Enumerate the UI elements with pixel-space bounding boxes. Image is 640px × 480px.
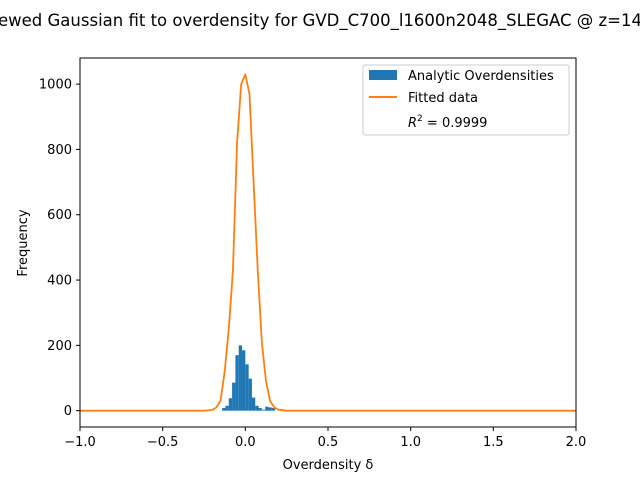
histogram-bar	[255, 405, 259, 411]
x-axis-label: Overdensity δ	[283, 458, 374, 473]
y-axis-label: Frequency	[16, 209, 31, 276]
histogram-bar	[271, 408, 276, 411]
histogram-bar	[258, 408, 262, 411]
x-tick-label: 0.5	[318, 435, 339, 450]
histogram-bar	[251, 397, 256, 411]
y-axis-ticks: 0 200 400 600 800 1000	[39, 78, 80, 419]
legend-line-label: Fitted data	[408, 91, 478, 106]
histogram-bars	[222, 345, 276, 411]
x-tick-label: 2.0	[566, 435, 587, 450]
y-tick-label: 400	[47, 274, 72, 289]
x-tick-label: 0.0	[235, 435, 256, 450]
histogram-bar	[232, 382, 236, 411]
fitted-line	[80, 73, 576, 412]
histogram-bar	[245, 364, 249, 411]
x-tick-label: −0.5	[147, 435, 179, 450]
r2-superscript: 2	[417, 114, 423, 124]
histogram-bar	[228, 398, 233, 411]
legend-histogram-label: Analytic Overdensities	[408, 69, 554, 84]
legend-histogram-swatch	[369, 70, 397, 80]
histogram-bar	[265, 406, 269, 411]
y-tick-label: 0	[64, 404, 72, 419]
y-tick-label: 600	[47, 208, 72, 223]
y-tick-label: 800	[47, 143, 72, 158]
histogram-bar	[242, 350, 246, 411]
legend-r2-label: R2 = 0.9999	[408, 114, 487, 131]
histogram-bar	[248, 378, 252, 411]
chart-title: ewed Gaussian fit to overdensity for GVD…	[0, 11, 640, 31]
legend-box	[362, 64, 570, 136]
r2-value: = 0.9999	[423, 116, 488, 131]
histogram-bar	[222, 408, 226, 411]
histogram-bar	[261, 409, 266, 411]
histogram-bar	[225, 405, 229, 411]
x-tick-label: 1.5	[483, 435, 504, 450]
histogram-bar	[235, 355, 239, 411]
fit-line-group	[80, 73, 576, 412]
x-axis-ticks: −1.0 −0.5 0.0 0.5 1.0 1.5 2.0	[64, 427, 586, 450]
x-tick-label: −1.0	[64, 435, 96, 450]
legend: Analytic Overdensities Fitted data R2 = …	[362, 64, 570, 136]
y-tick-label: 200	[47, 339, 72, 354]
histogram-bar	[238, 345, 243, 411]
r2-symbol: R	[408, 116, 417, 131]
histogram-bar	[268, 407, 272, 411]
x-tick-label: 1.0	[400, 435, 421, 450]
y-tick-label: 1000	[39, 78, 72, 93]
